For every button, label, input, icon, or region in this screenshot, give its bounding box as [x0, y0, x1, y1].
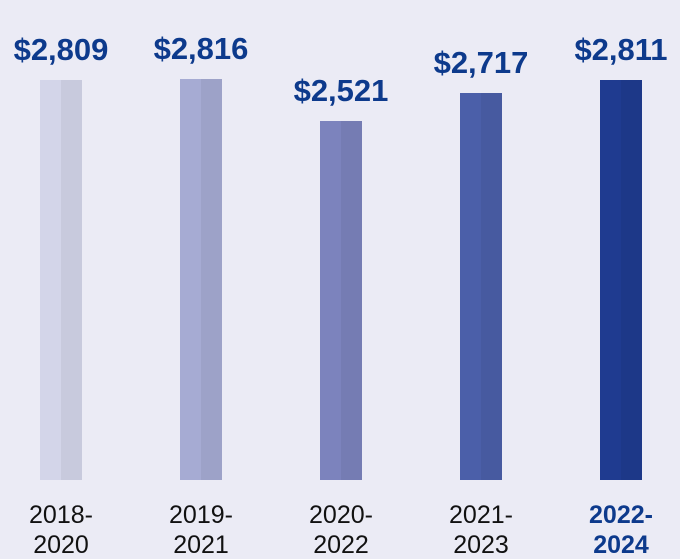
value-label: $2,521	[293, 72, 389, 108]
bar-shade	[61, 79, 82, 480]
bar-shade	[201, 78, 222, 480]
bar-shade	[341, 120, 362, 480]
x-tick-label: 2019-2021	[169, 501, 233, 559]
bar	[40, 79, 82, 480]
value-label: $2,809	[13, 31, 109, 67]
bar	[320, 120, 362, 480]
x-tick-label: 2018-2020	[29, 501, 93, 559]
bar	[600, 79, 642, 480]
x-tick-label: 2021-2023	[449, 501, 513, 559]
value-label: $2,717	[433, 45, 529, 81]
bar-shade	[481, 93, 502, 480]
bar	[180, 78, 222, 480]
bar	[460, 93, 502, 480]
bar-shade	[621, 79, 642, 480]
value-label: $2,816	[153, 30, 249, 66]
x-tick-label: 2022-2024	[589, 501, 653, 559]
value-label: $2,811	[574, 31, 668, 67]
x-tick-label: 2020-2022	[309, 501, 373, 559]
